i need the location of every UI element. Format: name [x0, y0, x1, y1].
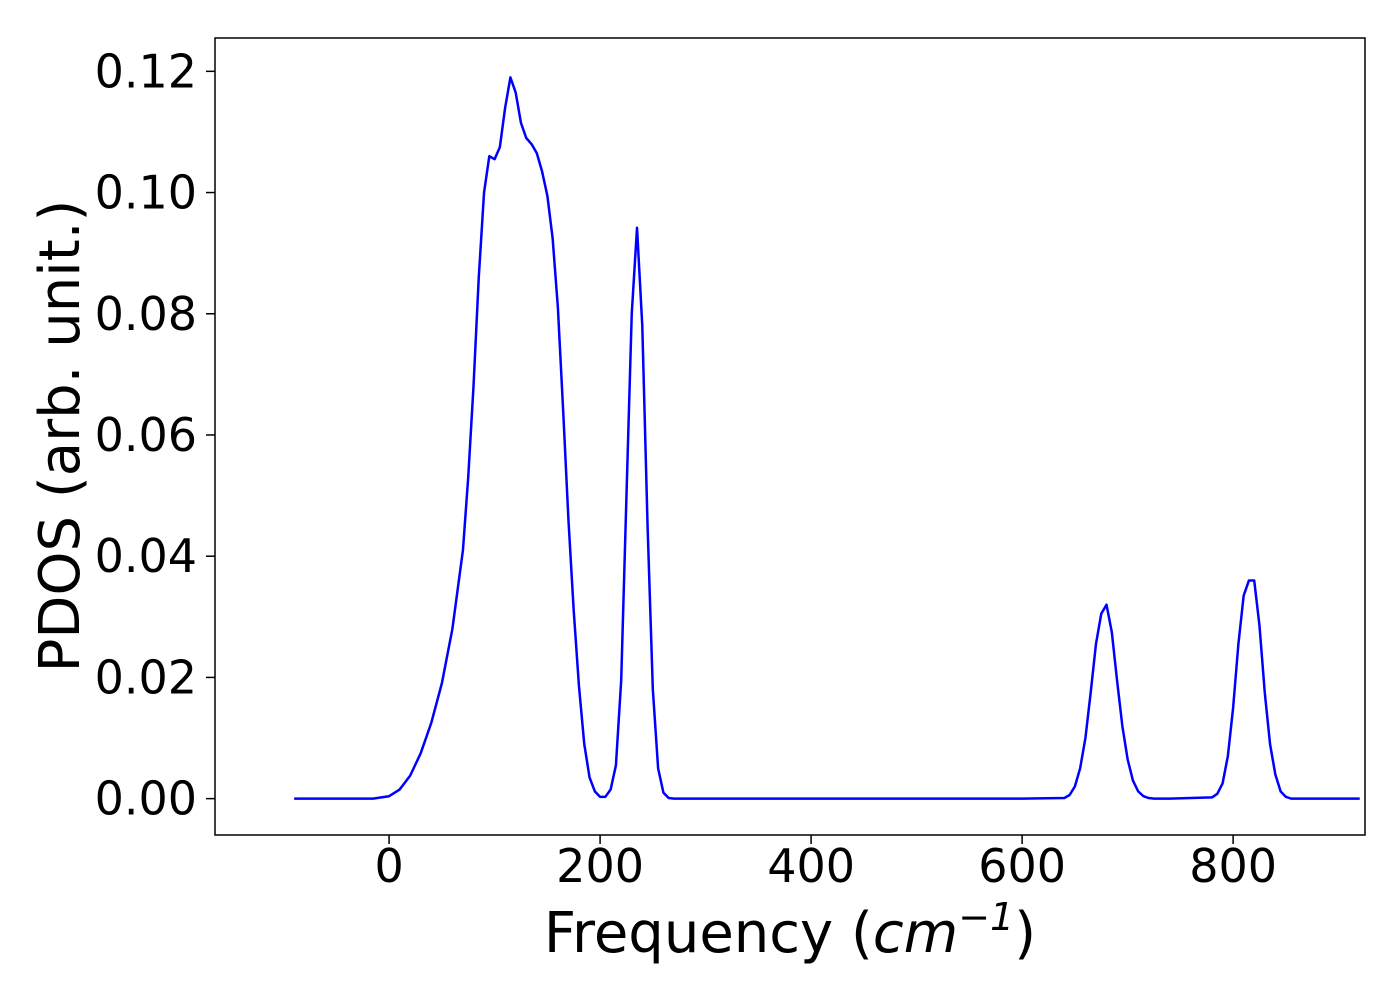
series-layer [294, 76, 1360, 800]
y-axis-ticks: 0.00 0.02 0.04 0.06 0.08 0.10 0.12 [95, 44, 215, 826]
x-tick-label: 600 [978, 839, 1066, 893]
y-tick-label: 0.12 [95, 44, 197, 98]
x-tick-label: 400 [767, 839, 855, 893]
x-axis-unit-base: cm [873, 901, 958, 966]
x-axis-label: Frequency (cm−1) [544, 895, 1036, 966]
x-axis-unit-open: ( [851, 901, 873, 966]
y-tick-label: 0.00 [95, 772, 197, 826]
y-tick-label: 0.10 [95, 166, 197, 220]
y-tick-label: 0.04 [95, 529, 197, 583]
x-axis-unit-close: ) [1014, 901, 1036, 966]
x-tick-label: 200 [556, 839, 644, 893]
y-tick-label: 0.06 [95, 408, 197, 462]
x-tick-label: 0 [374, 839, 403, 893]
y-axis-label: PDOS (arb. unit.) [28, 200, 93, 673]
y-tick-label: 0.08 [95, 287, 197, 341]
x-tick-label: 800 [1189, 839, 1277, 893]
pdos-series-line [294, 76, 1360, 800]
plot-frame [214, 37, 1366, 836]
x-axis-label-text: Frequency [544, 901, 833, 966]
x-axis-unit-exponent: −1 [958, 895, 1014, 939]
x-axis-ticks: 0 200 400 600 800 [374, 835, 1277, 893]
y-tick-label: 0.02 [95, 650, 197, 704]
